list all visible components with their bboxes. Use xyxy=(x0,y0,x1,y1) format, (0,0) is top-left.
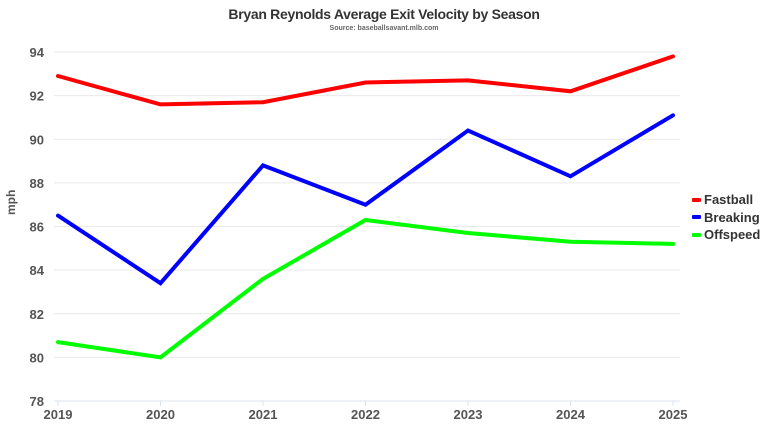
y-tick-label: 82 xyxy=(30,307,44,322)
x-tick-label: 2023 xyxy=(454,407,483,422)
x-tick-label: 2022 xyxy=(351,407,380,422)
gridlines xyxy=(54,51,680,402)
y-tick-label: 84 xyxy=(30,263,45,278)
series-lines xyxy=(56,54,675,360)
series-line-fastball[interactable] xyxy=(56,54,675,107)
legend-item-fastball[interactable]: Fastball xyxy=(692,191,760,209)
legend-item-offspeed[interactable]: Offspeed xyxy=(692,226,760,244)
legend-label: Offspeed xyxy=(704,227,761,243)
chart-title: Bryan Reynolds Average Exit Velocity by … xyxy=(228,6,540,22)
legend-label: Breaking xyxy=(704,209,760,225)
y-tick-label: 86 xyxy=(30,220,44,235)
legend-label: Fastball xyxy=(704,192,754,208)
legend-item-breaking[interactable]: Breaking xyxy=(692,209,760,227)
series-line-offspeed[interactable] xyxy=(56,217,675,360)
y-axis-ticks: 94 92 90 88 86 84 82 80 78 xyxy=(30,45,45,409)
x-axis-ticks: 2019 2020 2021 2022 2023 2024 2025 xyxy=(44,401,688,422)
legend: Fastball Breaking Offspeed xyxy=(692,191,760,244)
x-tick-label: 2020 xyxy=(146,407,175,422)
legend-swatch-breaking xyxy=(692,215,701,220)
y-tick-label: 90 xyxy=(30,132,44,147)
y-tick-label: 92 xyxy=(30,89,44,104)
chart-subtitle: Source: baseballsavant.mlb.com xyxy=(329,25,439,32)
x-tick-label: 2025 xyxy=(659,407,688,422)
x-tick-label: 2021 xyxy=(249,407,278,422)
y-tick-label: 80 xyxy=(30,350,44,365)
y-tick-label: 78 xyxy=(30,394,44,409)
legend-swatch-fastball xyxy=(692,197,701,202)
series-line-breaking[interactable] xyxy=(56,113,675,286)
x-tick-label: 2024 xyxy=(556,407,586,422)
x-tick-label: 2019 xyxy=(44,407,73,422)
legend-swatch-offspeed xyxy=(692,232,701,237)
y-tick-label: 94 xyxy=(30,45,45,60)
y-tick-label: 88 xyxy=(30,176,44,191)
